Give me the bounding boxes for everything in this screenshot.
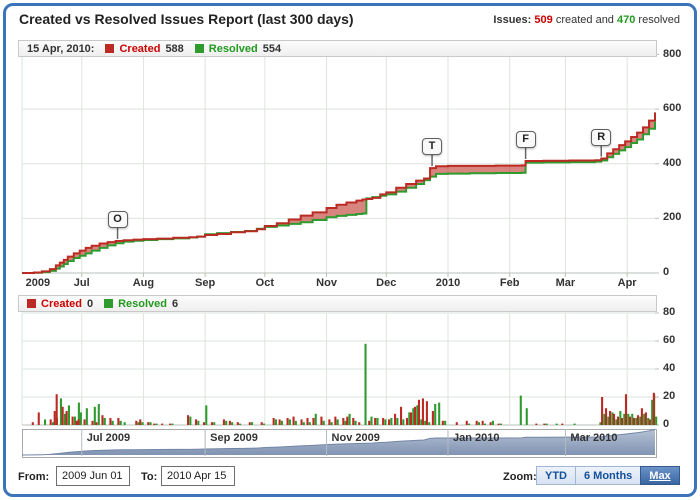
y-axis-label: 0	[663, 418, 669, 430]
legend-resolved-value: 554	[263, 43, 281, 55]
charts-canvas	[0, 0, 700, 500]
zoom-button-group: YTD6 MonthsMax	[537, 466, 680, 485]
x-axis-label: Jul	[62, 277, 102, 289]
navigator-label: Nov 2009	[332, 432, 380, 444]
top-chart-legend: 15 Apr, 2010: Created 588 Resolved 554	[18, 40, 657, 57]
x-axis-label: Nov	[307, 277, 347, 289]
legend-created-value: 588	[165, 43, 183, 55]
y-axis-label: 20	[663, 390, 675, 402]
navigator-label: Jan 2010	[453, 432, 499, 444]
y-axis-label: 600	[663, 102, 681, 114]
from-date-input[interactable]	[56, 466, 130, 486]
y-axis-label: 60	[663, 334, 675, 346]
widget-border	[3, 3, 697, 497]
x-axis-label: Feb	[490, 277, 530, 289]
created-swatch-icon	[105, 44, 114, 53]
issues-created-text: created and	[556, 14, 614, 26]
created-swatch-icon	[27, 299, 36, 308]
footer-bar: From: To: Zoom: YTD6 MonthsMax	[0, 462, 700, 494]
report-title: Created vs Resolved Issues Report (last …	[19, 11, 354, 27]
y-axis-label: 200	[663, 211, 681, 223]
y-axis-label: 400	[663, 157, 681, 169]
x-axis-label: Apr	[607, 277, 647, 289]
legend-resolved-label: Resolved	[209, 43, 258, 55]
zoom-button-ytd[interactable]: YTD	[536, 466, 576, 485]
zoom-button-max[interactable]: Max	[640, 466, 679, 485]
issues-label: Issues:	[493, 14, 531, 26]
x-axis-label: Dec	[366, 277, 406, 289]
y-axis-label: 800	[663, 48, 681, 60]
x-axis-label: 2010	[428, 277, 468, 289]
legend-created-label: Created	[119, 43, 160, 55]
legend-resolved-label: Resolved	[118, 298, 167, 310]
legend-resolved-value: 6	[172, 298, 178, 310]
y-axis-label: 40	[663, 362, 675, 374]
x-axis-label: Mar	[545, 277, 585, 289]
flag-F[interactable]: F	[516, 131, 536, 148]
zoom-label: Zoom:	[503, 471, 537, 483]
to-label: To:	[141, 471, 157, 483]
from-label: From:	[18, 471, 49, 483]
issues-created-count: 509	[534, 14, 552, 26]
to-date-input[interactable]	[161, 466, 235, 486]
created-vs-resolved-report: Created vs Resolved Issues Report (last …	[0, 0, 700, 500]
y-axis-label: 80	[663, 306, 675, 318]
flag-T[interactable]: T	[422, 138, 442, 155]
x-axis-label: 2009	[18, 277, 58, 289]
navigator-label: Jul 2009	[87, 432, 130, 444]
flag-O[interactable]: O	[108, 211, 128, 228]
issues-resolved-count: 470	[617, 14, 635, 26]
issues-summary: Issues: 509 created and 470 resolved	[493, 14, 680, 26]
legend-created-label: Created	[41, 298, 82, 310]
zoom-button-6-months[interactable]: 6 Months	[575, 466, 641, 485]
legend-date: 15 Apr, 2010:	[27, 43, 94, 55]
x-axis-label: Oct	[245, 277, 285, 289]
resolved-swatch-icon	[104, 299, 113, 308]
y-axis-label: 0	[663, 266, 669, 278]
flag-R[interactable]: R	[591, 129, 611, 146]
bottom-chart-legend: Created 0 Resolved 6	[18, 295, 657, 312]
navigator-label: Mar 2010	[570, 432, 617, 444]
navigator-label: Sep 2009	[210, 432, 258, 444]
resolved-swatch-icon	[195, 44, 204, 53]
x-axis-label: Aug	[123, 277, 163, 289]
legend-created-value: 0	[87, 298, 93, 310]
x-axis-label: Sep	[185, 277, 225, 289]
issues-resolved-text: resolved	[638, 14, 680, 26]
